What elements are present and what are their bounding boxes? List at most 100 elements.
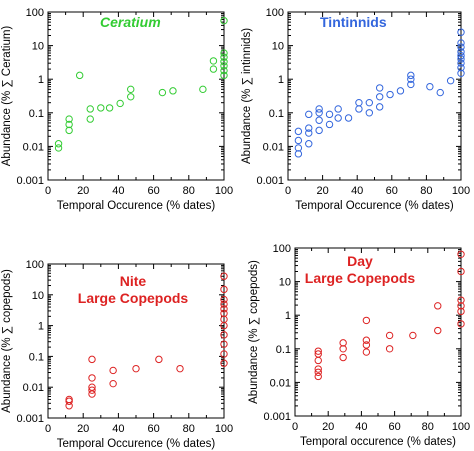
- data-point: [127, 85, 135, 94]
- chart-title: Large Copepods: [78, 290, 189, 306]
- x-tick-label: 80: [422, 421, 434, 433]
- data-point: [220, 305, 228, 313]
- data-point: [314, 368, 322, 376]
- data-point: [457, 52, 465, 60]
- x-axis-label: Temporal occurence (% dates): [300, 436, 456, 448]
- y-tick-label: 0.001: [263, 411, 291, 423]
- data-point: [294, 144, 303, 152]
- data-point: [314, 347, 322, 355]
- data-point: [127, 93, 135, 101]
- data-point: [220, 295, 228, 304]
- data-point: [220, 350, 228, 358]
- data-point: [65, 395, 73, 404]
- y-tick-label: 0.001: [16, 175, 44, 187]
- data-point: [209, 65, 218, 73]
- x-axis-label: Temporal Occurence (% dates): [57, 200, 216, 212]
- data-point: [220, 58, 228, 66]
- data-point: [436, 88, 444, 97]
- data-point: [315, 105, 323, 113]
- data-point: [220, 272, 228, 280]
- y-tick-label: 100: [26, 259, 44, 271]
- data-point: [305, 129, 313, 137]
- x-tick-label: 60: [147, 423, 159, 435]
- data-point: [314, 350, 322, 358]
- data-point: [457, 267, 465, 276]
- x-tick-label: 0: [45, 185, 51, 197]
- data-point: [220, 53, 228, 61]
- data-point: [294, 127, 303, 136]
- chart-title: Tintinnids: [320, 14, 387, 30]
- chart-panel-1: 0.001 0.01 0.1 1 10 100 0 20 40 60 80 100 Temporal O…: [1, 7, 233, 212]
- y-axis-label: Abundance (% ∑ intinnids): [241, 28, 253, 164]
- x-tick-label: 100: [215, 423, 233, 435]
- y-tick-label: 0.01: [270, 377, 291, 389]
- data-point: [325, 110, 334, 119]
- data-point: [176, 364, 184, 373]
- data-point: [86, 115, 94, 123]
- x-tick-label: 60: [386, 185, 398, 197]
- x-tick-label: 20: [322, 421, 334, 433]
- plot-frame: [287, 11, 462, 181]
- x-axis-label: Temporal Occurence (% dates): [295, 200, 454, 212]
- data-point: [116, 99, 124, 108]
- data-point: [109, 379, 117, 388]
- chart-title: Day: [347, 253, 373, 269]
- data-point: [54, 140, 63, 148]
- data-point: [365, 98, 374, 107]
- y-tick-label: 10: [279, 277, 291, 289]
- y-tick-label: 1: [285, 310, 291, 322]
- x-tick-label: 60: [147, 185, 159, 197]
- x-tick-label: 40: [112, 185, 124, 197]
- data-point: [158, 88, 167, 97]
- data-point: [375, 103, 384, 111]
- x-tick-label: 40: [351, 185, 363, 197]
- data-point: [220, 49, 228, 57]
- y-axis-label: Abundance (% ∑ copepods): [248, 260, 260, 404]
- data-point: [426, 82, 434, 91]
- data-point: [457, 43, 465, 51]
- data-point: [409, 331, 417, 340]
- data-point: [132, 364, 140, 373]
- data-point: [434, 326, 442, 335]
- data-point: [314, 372, 322, 381]
- data-point: [220, 340, 228, 348]
- x-tick-label: 40: [355, 421, 367, 433]
- data-point: [220, 300, 228, 308]
- data-point: [457, 55, 465, 63]
- data-point: [355, 98, 363, 107]
- data-point: [220, 71, 228, 80]
- data-point: [169, 87, 177, 95]
- data-point: [305, 110, 313, 119]
- x-tick-label: 80: [183, 185, 195, 197]
- y-tick-label: 0.001: [256, 175, 284, 187]
- data-point: [220, 359, 228, 367]
- data-point: [362, 341, 371, 349]
- data-point: [386, 90, 394, 99]
- y-tick-label: 1: [38, 321, 44, 333]
- data-point: [457, 69, 465, 77]
- data-point: [220, 309, 228, 318]
- data-point: [305, 140, 313, 148]
- data-point: [294, 136, 303, 145]
- data-point: [220, 17, 228, 25]
- y-tick-label: 100: [273, 243, 291, 255]
- data-point: [344, 114, 353, 122]
- chart-title: Ceratium: [100, 14, 161, 30]
- data-point: [457, 59, 465, 67]
- data-point: [375, 84, 384, 92]
- data-point: [54, 144, 63, 152]
- x-tick-label: 80: [420, 185, 432, 197]
- data-point: [365, 109, 374, 117]
- y-tick-label: 10: [32, 290, 44, 302]
- y-tick-label: 10: [32, 41, 44, 53]
- x-tick-label: 20: [77, 185, 89, 197]
- data-point: [407, 71, 415, 80]
- data-point: [434, 302, 442, 310]
- data-point: [385, 345, 394, 353]
- data-point: [314, 365, 322, 373]
- y-tick-label: 0.1: [276, 344, 291, 356]
- y-tick-label: 10: [272, 41, 284, 53]
- data-point: [334, 114, 342, 122]
- data-point: [75, 71, 84, 80]
- data-point: [457, 302, 465, 310]
